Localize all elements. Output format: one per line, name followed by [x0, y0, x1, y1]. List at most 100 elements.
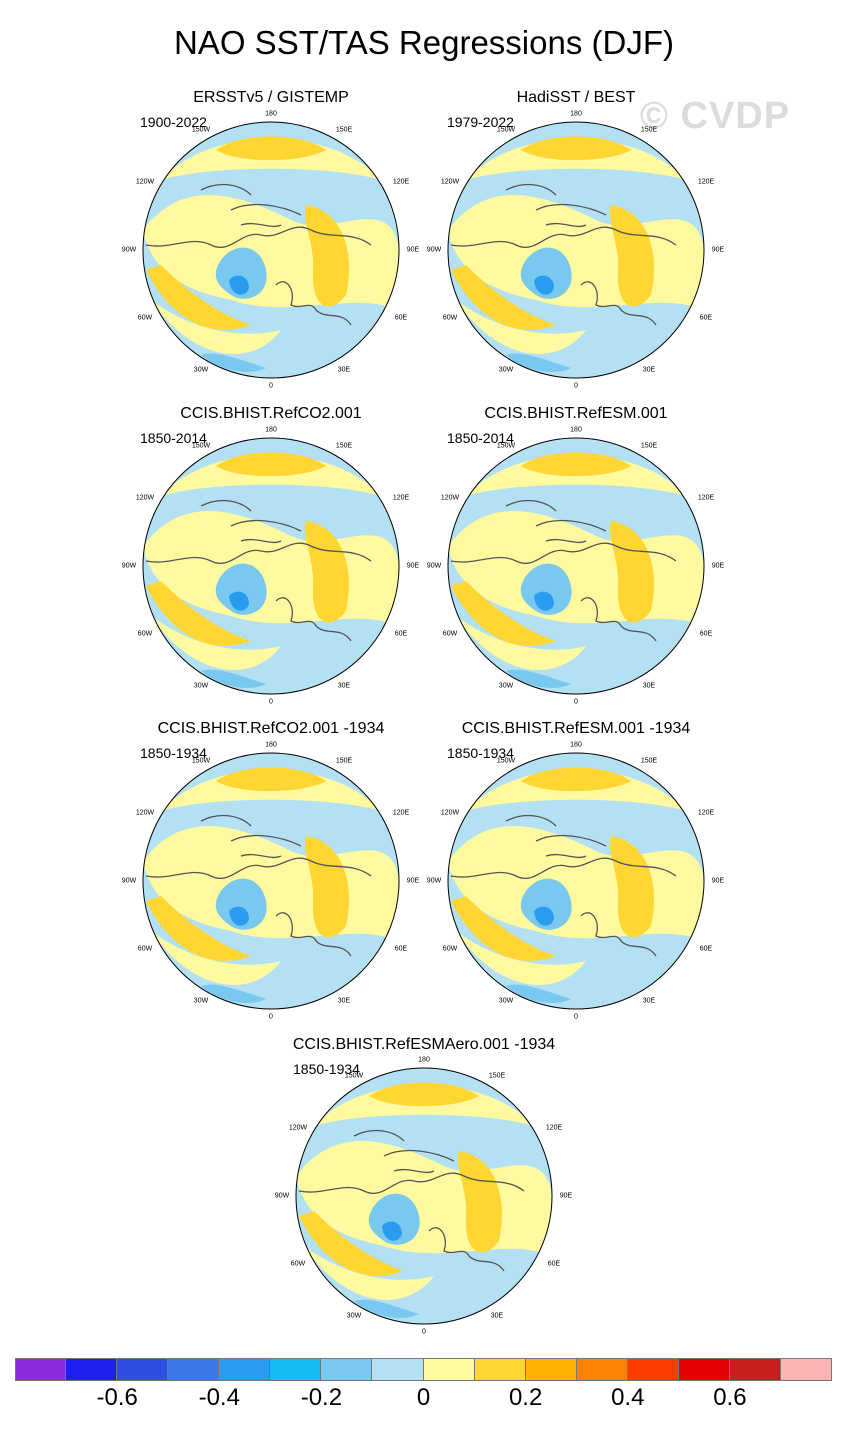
coastline — [505, 183, 557, 196]
polar-map — [295, 1067, 553, 1325]
longitude-label: 90W — [274, 1192, 290, 1200]
longitude-label: 60W — [442, 314, 458, 322]
longitude-label: 120E — [697, 494, 715, 502]
anomaly-region — [304, 1246, 434, 1300]
anomaly-region — [456, 931, 586, 985]
longitude-label: 90E — [711, 246, 725, 254]
map-border — [447, 121, 705, 379]
colorbar-swatch — [729, 1358, 781, 1381]
map-border — [142, 121, 400, 379]
colorbar-swatch — [576, 1358, 628, 1381]
panel-title: HadiSST / BEST — [516, 89, 636, 106]
panel-title: CCIS.BHIST.RefESM.001 -1934 — [461, 720, 691, 737]
anomaly-region — [534, 275, 554, 295]
longitude-label: 0 — [269, 382, 273, 390]
panel-period: 1850-1934 — [293, 1061, 360, 1077]
panel-period: 1900-2022 — [140, 114, 207, 130]
cvdp-watermark: © CVDP — [640, 95, 791, 137]
longitude-label: 180 — [418, 1056, 430, 1064]
longitude-label: 60E — [394, 314, 408, 322]
longitude-label: 150E — [335, 442, 353, 450]
panel-period: 1979-2022 — [447, 114, 514, 130]
anomaly-region — [215, 878, 267, 930]
longitude-label: 90W — [121, 246, 137, 254]
anomaly-region — [299, 1211, 404, 1276]
longitude-label: 90W — [426, 877, 442, 885]
longitude-label: 150W — [344, 1072, 364, 1080]
anomaly-region — [151, 931, 281, 985]
anomaly-region — [506, 669, 571, 688]
longitude-label: 150E — [640, 442, 658, 450]
anomaly-region — [229, 275, 249, 295]
polar-map — [142, 752, 400, 1010]
longitude-label: 180 — [570, 110, 582, 118]
anomaly-region — [151, 616, 281, 670]
colorbar-label: -0.4 — [198, 1384, 240, 1411]
anomaly-region — [456, 616, 586, 670]
colorbar-swatch — [219, 1358, 271, 1381]
anomaly-region — [216, 452, 326, 477]
colorbar-label: -0.2 — [300, 1384, 343, 1411]
longitude-label: 90E — [559, 1192, 573, 1200]
longitude-label: 60E — [699, 314, 713, 322]
coastline — [200, 814, 252, 827]
longitude-label: 30E — [337, 366, 351, 374]
anomaly-region — [304, 521, 350, 623]
coastline — [275, 281, 352, 326]
anomaly-region — [506, 353, 571, 372]
anomaly-region — [457, 1151, 503, 1253]
coastline — [535, 834, 607, 859]
panel-title: CCIS.BHIST.RefESMAero.001 -1934 — [292, 1036, 556, 1053]
anomaly-region — [456, 300, 586, 354]
colorbar-swatch — [66, 1358, 118, 1381]
anomaly-region — [201, 353, 266, 372]
longitude-label: 150E — [640, 126, 658, 134]
longitude-label: 180 — [265, 741, 277, 749]
anomaly-region — [216, 767, 326, 792]
longitude-label: 90E — [711, 877, 725, 885]
coastline — [580, 912, 657, 957]
map-border — [447, 752, 705, 1010]
coastline — [200, 499, 252, 512]
colorbar-swatch — [525, 1358, 577, 1381]
anomaly-region — [216, 136, 326, 161]
anomaly-region — [215, 247, 267, 299]
colorbar-label: 0.6 — [713, 1384, 747, 1411]
longitude-label: 120W — [135, 178, 155, 186]
longitude-label: 0 — [269, 698, 273, 706]
coastline — [230, 519, 302, 544]
panel-title: CCIS.BHIST.RefCO2.001 — [180, 405, 362, 422]
longitude-label: 30E — [642, 682, 656, 690]
anomaly-region — [609, 521, 655, 623]
longitude-label: 180 — [265, 110, 277, 118]
longitude-label: 120E — [545, 1124, 563, 1132]
longitude-label: 30W — [193, 682, 209, 690]
colorbar-swatch — [321, 1358, 373, 1381]
map-border — [295, 1067, 553, 1325]
longitude-label: 120E — [697, 178, 715, 186]
longitude-label: 150W — [191, 442, 211, 450]
colorbar-swatch — [678, 1358, 730, 1381]
longitude-label: 30E — [642, 366, 656, 374]
longitude-label: 90E — [711, 562, 725, 570]
longitude-label: 60W — [137, 945, 153, 953]
coastline — [450, 226, 677, 248]
map-border — [447, 437, 705, 695]
longitude-label: 30E — [337, 997, 351, 1005]
longitude-label: 120W — [440, 178, 460, 186]
longitude-label: 30W — [498, 682, 514, 690]
longitude-label: 30E — [642, 997, 656, 1005]
coastline — [353, 1129, 405, 1142]
longitude-label: 90W — [121, 562, 137, 570]
coastline — [580, 597, 657, 642]
anomaly-region — [215, 563, 267, 615]
panel-period: 1850-1934 — [447, 745, 514, 761]
polar-map — [447, 121, 705, 379]
anomaly-region — [520, 247, 572, 299]
coastline — [428, 1227, 505, 1272]
colorbar-label: 0 — [416, 1384, 431, 1411]
longitude-label: 120E — [392, 494, 410, 502]
longitude-label: 30W — [193, 997, 209, 1005]
anomaly-region — [451, 896, 556, 961]
coastline — [298, 1172, 525, 1194]
